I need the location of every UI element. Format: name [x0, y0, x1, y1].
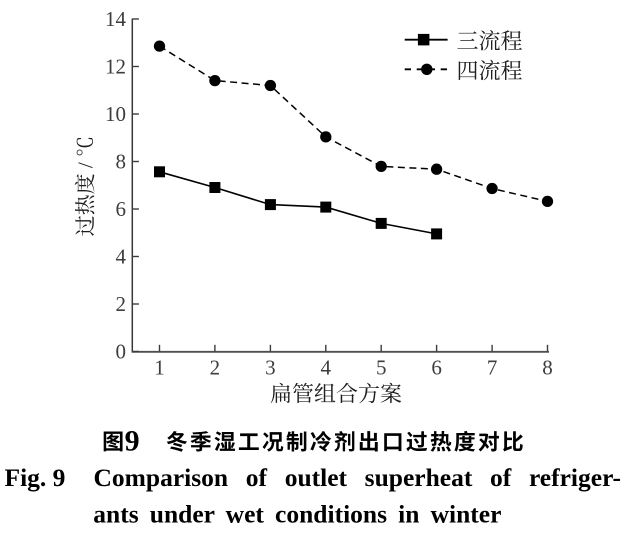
svg-text:Comparison of outlet superheat: Comparison of outlet superheat of refrig… — [94, 463, 621, 492]
svg-text:8: 8 — [542, 355, 553, 379]
svg-text:2: 2 — [116, 292, 127, 316]
svg-text:4: 4 — [116, 244, 127, 268]
svg-text:1: 1 — [154, 355, 165, 379]
svg-text:5: 5 — [376, 355, 387, 379]
svg-text:2: 2 — [210, 355, 221, 379]
svg-text:14: 14 — [105, 7, 127, 31]
svg-text:7: 7 — [487, 355, 498, 379]
svg-text:Fig. 9: Fig. 9 — [5, 463, 66, 492]
svg-text:ants under wet conditions in w: ants under wet conditions in winter — [93, 499, 501, 528]
svg-text:8: 8 — [116, 149, 127, 173]
svg-text:10: 10 — [105, 102, 126, 126]
svg-text:6: 6 — [116, 197, 127, 221]
svg-text:3: 3 — [265, 355, 276, 379]
svg-text:0: 0 — [116, 339, 127, 363]
svg-text:9: 9 — [125, 425, 140, 458]
svg-text:12: 12 — [105, 54, 126, 78]
svg-text:6: 6 — [431, 355, 442, 379]
svg-text:4: 4 — [321, 355, 332, 379]
svg-text:/: / — [74, 162, 98, 168]
